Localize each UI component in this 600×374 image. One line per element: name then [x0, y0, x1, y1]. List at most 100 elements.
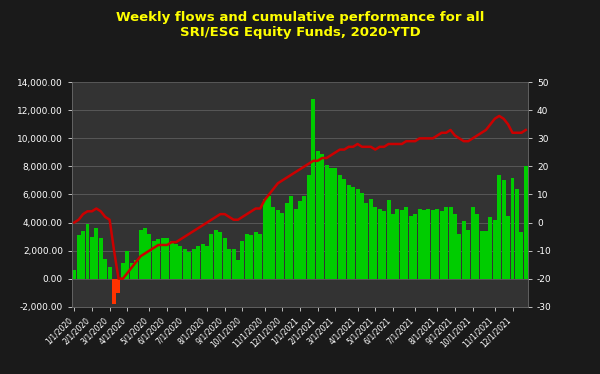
- Bar: [506, 215, 510, 279]
- Bar: [72, 270, 76, 279]
- Bar: [382, 211, 386, 279]
- Bar: [250, 235, 253, 279]
- Bar: [214, 230, 218, 279]
- Bar: [245, 234, 249, 279]
- Bar: [400, 210, 404, 279]
- Bar: [165, 238, 169, 279]
- Text: Weekly flows and cumulative performance for all
SRI/ESG Equity Funds, 2020-YTD: Weekly flows and cumulative performance …: [116, 11, 484, 39]
- Bar: [280, 213, 284, 279]
- Bar: [271, 207, 275, 279]
- Bar: [94, 228, 98, 279]
- Bar: [351, 187, 355, 279]
- Bar: [289, 196, 293, 279]
- Bar: [116, 279, 121, 292]
- Bar: [200, 243, 205, 279]
- Bar: [457, 234, 461, 279]
- Bar: [488, 217, 493, 279]
- Bar: [347, 185, 350, 279]
- Bar: [112, 279, 116, 304]
- Bar: [139, 230, 143, 279]
- Bar: [316, 151, 320, 279]
- Bar: [444, 207, 448, 279]
- Bar: [422, 210, 426, 279]
- Bar: [178, 246, 182, 279]
- Bar: [152, 241, 156, 279]
- Bar: [391, 214, 395, 279]
- Bar: [440, 211, 443, 279]
- Bar: [377, 209, 382, 279]
- Bar: [356, 189, 359, 279]
- Bar: [418, 209, 422, 279]
- Bar: [254, 232, 258, 279]
- Bar: [466, 230, 470, 279]
- Bar: [511, 178, 514, 279]
- Bar: [227, 249, 231, 279]
- Bar: [475, 214, 479, 279]
- Bar: [369, 199, 373, 279]
- Bar: [342, 179, 346, 279]
- Bar: [241, 241, 244, 279]
- Bar: [453, 214, 457, 279]
- Bar: [107, 267, 112, 279]
- Bar: [263, 199, 266, 279]
- Bar: [218, 232, 223, 279]
- Bar: [103, 259, 107, 279]
- Bar: [386, 200, 391, 279]
- Bar: [427, 209, 430, 279]
- Bar: [130, 263, 134, 279]
- Bar: [524, 166, 528, 279]
- Bar: [276, 210, 280, 279]
- Bar: [302, 196, 307, 279]
- Bar: [404, 207, 408, 279]
- Bar: [148, 234, 151, 279]
- Bar: [515, 189, 519, 279]
- Bar: [497, 175, 501, 279]
- Bar: [267, 196, 271, 279]
- Bar: [77, 235, 80, 279]
- Bar: [161, 238, 165, 279]
- Bar: [360, 193, 364, 279]
- Bar: [285, 203, 289, 279]
- Bar: [409, 215, 413, 279]
- Bar: [493, 220, 497, 279]
- Bar: [395, 209, 400, 279]
- Bar: [183, 249, 187, 279]
- Bar: [338, 175, 342, 279]
- Bar: [293, 209, 298, 279]
- Bar: [157, 239, 160, 279]
- Bar: [311, 99, 315, 279]
- Bar: [470, 207, 475, 279]
- Bar: [334, 168, 337, 279]
- Bar: [125, 251, 130, 279]
- Bar: [121, 263, 125, 279]
- Bar: [205, 246, 209, 279]
- Bar: [435, 209, 439, 279]
- Bar: [329, 168, 333, 279]
- Bar: [236, 260, 240, 279]
- Bar: [81, 231, 85, 279]
- Bar: [298, 202, 302, 279]
- Bar: [307, 175, 311, 279]
- Bar: [170, 241, 173, 279]
- Bar: [413, 214, 417, 279]
- Bar: [320, 154, 324, 279]
- Bar: [449, 207, 452, 279]
- Bar: [143, 228, 147, 279]
- Bar: [209, 234, 214, 279]
- Bar: [520, 232, 523, 279]
- Bar: [99, 238, 103, 279]
- Bar: [174, 243, 178, 279]
- Bar: [232, 249, 236, 279]
- Bar: [325, 165, 329, 279]
- Bar: [196, 246, 200, 279]
- Bar: [90, 236, 94, 279]
- Bar: [479, 231, 484, 279]
- Bar: [223, 238, 227, 279]
- Bar: [462, 221, 466, 279]
- Bar: [187, 252, 191, 279]
- Bar: [364, 203, 368, 279]
- Bar: [192, 249, 196, 279]
- Bar: [134, 260, 138, 279]
- Bar: [86, 224, 89, 279]
- Bar: [484, 231, 488, 279]
